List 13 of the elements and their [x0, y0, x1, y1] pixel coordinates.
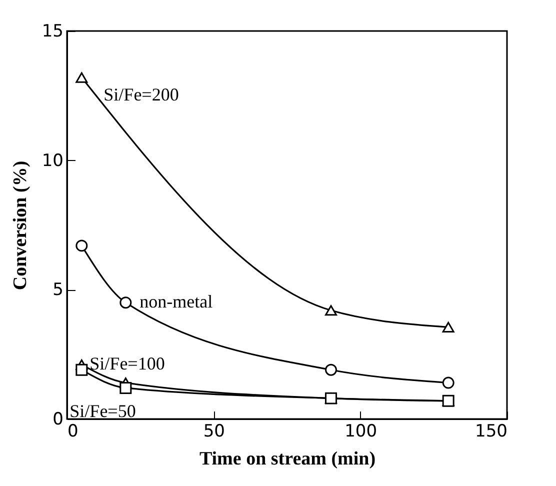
x-tick-label: 150: [475, 422, 508, 442]
y-axis-title: Conversion (%): [10, 160, 31, 290]
x-tick-label: 100: [344, 422, 378, 442]
series-label: non-metal: [140, 292, 213, 312]
x-tick-label: 50: [203, 422, 225, 442]
series-label: Si/Fe=50: [70, 400, 136, 421]
y-tick-label: 15: [42, 22, 64, 42]
y-tick-label: 10: [42, 150, 64, 171]
x-axis-title: Time on stream (min): [199, 448, 376, 470]
y-tick-label: 5: [52, 280, 64, 300]
series-label: Si/Fe=200: [104, 84, 179, 105]
x-tick-label: 0: [68, 422, 78, 442]
series-label: Si/Fe=100: [90, 354, 165, 374]
